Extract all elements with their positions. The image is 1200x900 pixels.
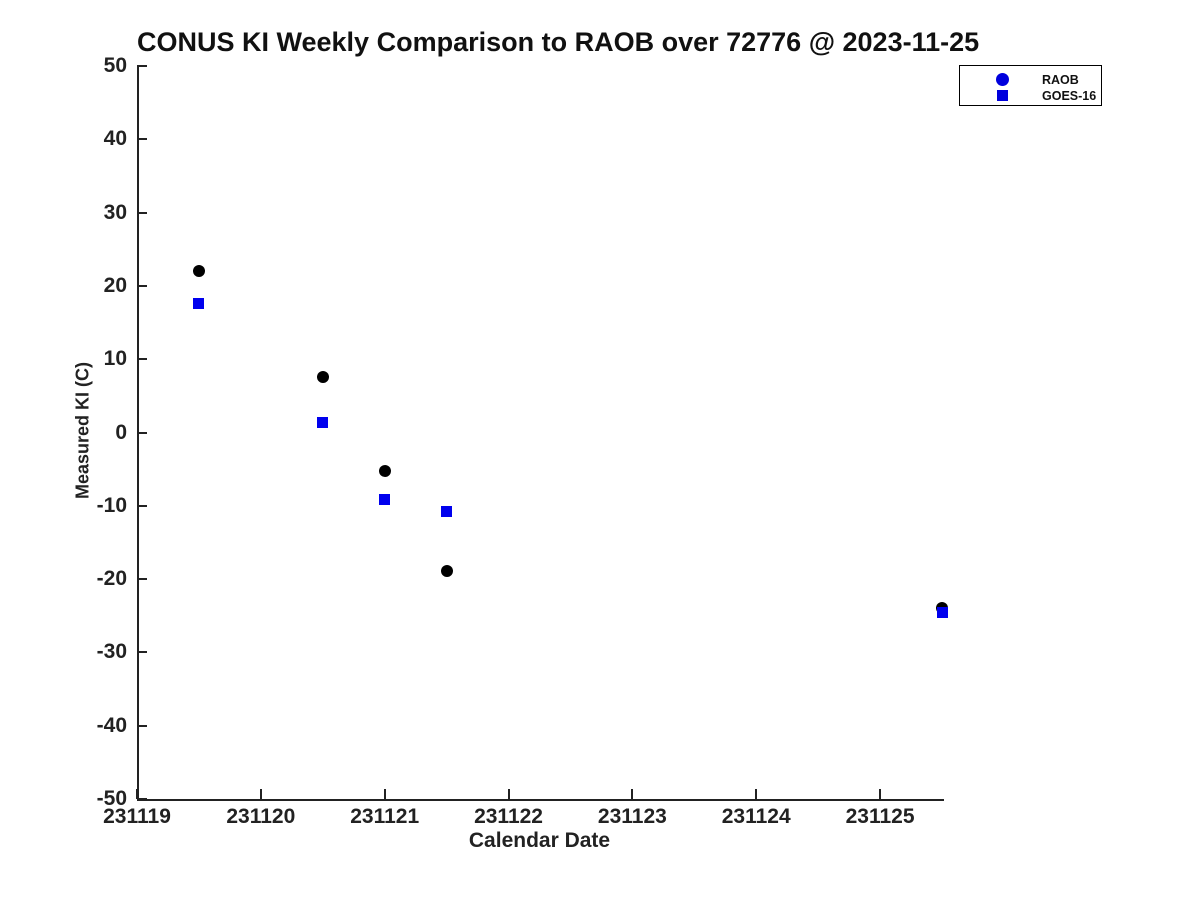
y-tick-mark — [137, 284, 147, 287]
y-tick-label: -10 — [96, 493, 127, 517]
x-tick-mark — [136, 789, 138, 799]
raob-circle-marker-icon — [996, 73, 1009, 86]
y-tick-label: 50 — [103, 54, 127, 77]
y-tick-mark — [137, 504, 147, 507]
legend-label-raob: RAOB — [1042, 73, 1079, 87]
y-tick-label: 40 — [103, 127, 127, 151]
y-tick-label: 10 — [103, 347, 127, 371]
goes16-square-marker-icon — [997, 90, 1008, 101]
y-tick-mark — [137, 724, 147, 727]
chart-title: CONUS KI Weekly Comparison to RAOB over … — [137, 27, 980, 57]
y-tick-mark — [137, 211, 147, 214]
y-tick-mark — [137, 651, 147, 654]
plot-area — [137, 66, 944, 801]
x-tick-mark — [383, 789, 386, 799]
y-tick-mark — [137, 578, 147, 581]
data-point-goes16 — [379, 494, 391, 506]
y-tick-mark — [137, 358, 147, 361]
data-point-goes16 — [317, 417, 329, 429]
data-point-raob — [378, 464, 391, 477]
y-tick-mark — [137, 798, 147, 800]
x-tick-label: 231125 — [845, 805, 915, 828]
y-tick-label: 30 — [103, 200, 127, 224]
x-tick-mark — [755, 789, 758, 799]
data-point-raob — [440, 565, 453, 578]
legend-item-raob: RAOB — [960, 72, 1101, 88]
y-tick-label: -40 — [96, 713, 127, 737]
data-point-goes16 — [441, 506, 453, 518]
data-point-raob — [316, 370, 329, 383]
y-tick-mark — [137, 431, 147, 434]
x-tick-label: 231120 — [226, 805, 296, 828]
x-tick-label: 231122 — [474, 805, 543, 828]
legend-label-goes16: GOES-16 — [1042, 89, 1097, 103]
x-tick-mark — [507, 789, 510, 799]
y-tick-label: -20 — [96, 567, 127, 591]
data-point-goes16 — [193, 297, 205, 309]
data-point-raob — [192, 265, 205, 278]
x-tick-mark — [631, 789, 634, 799]
x-tick-mark — [259, 789, 262, 799]
y-tick-mark — [137, 65, 147, 67]
legend-item-goes16: GOES-16 — [960, 88, 1101, 104]
x-tick-label: 231119 — [103, 805, 171, 828]
x-axis-label: Calendar Date — [468, 829, 611, 852]
data-point-goes16 — [936, 606, 948, 618]
x-tick-label: 231121 — [350, 805, 420, 828]
x-tick-label: 231123 — [597, 805, 667, 828]
y-tick-label: -30 — [96, 640, 127, 664]
y-tick-label: 0 — [115, 420, 127, 444]
legend: RAOB GOES-16 — [959, 65, 1102, 106]
x-tick-mark — [879, 789, 882, 799]
y-tick-label: -50 — [96, 787, 127, 810]
y-tick-label: 20 — [103, 273, 127, 297]
y-tick-mark — [137, 138, 147, 141]
x-tick-label: 231124 — [721, 805, 791, 828]
